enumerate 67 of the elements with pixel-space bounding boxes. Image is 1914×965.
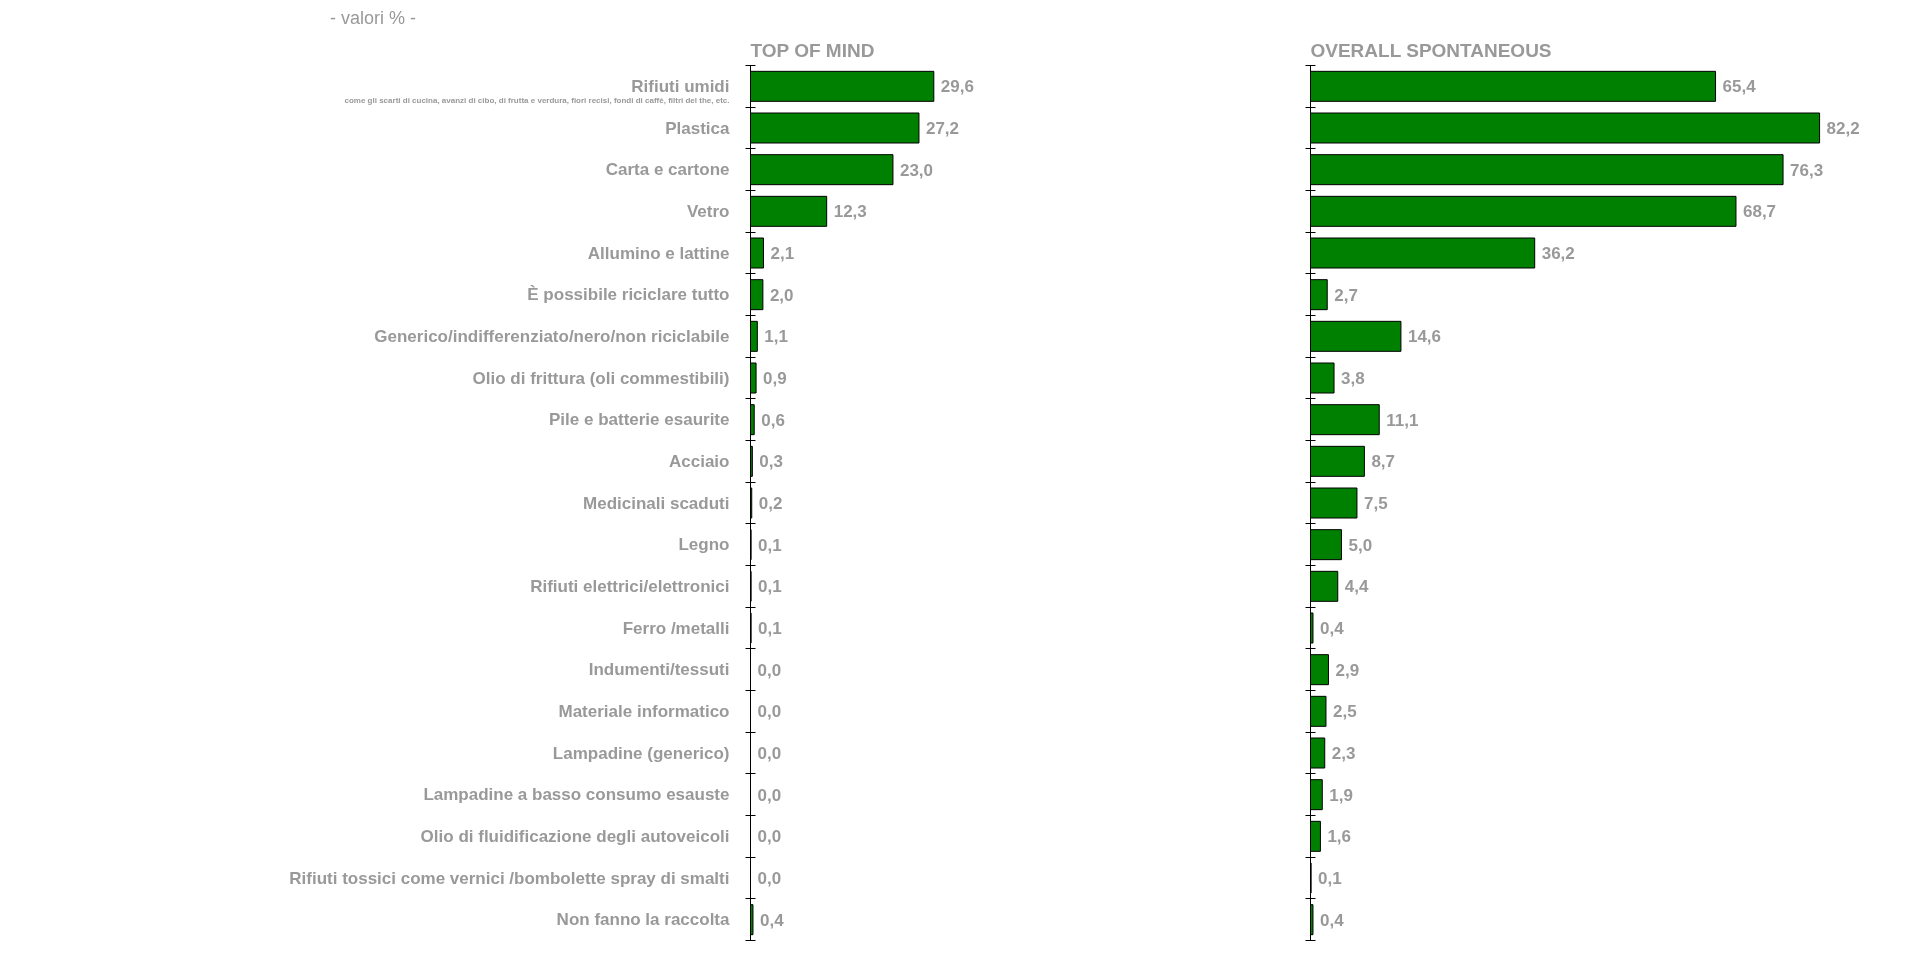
data-label: 0,0 — [757, 702, 782, 722]
y-tick-label: Plastica — [665, 118, 731, 138]
text: come gli scarti di cucina, avanzi di cibo, di frutta e verdura, fiori recisi, fondi di caffè, filtri del the, etc. — [344, 95, 730, 105]
y-tick-label: Allumino e lattine — [587, 243, 730, 263]
data-label: 2,3 — [1331, 744, 1356, 763]
data-label: 0,0 — [757, 660, 782, 680]
y-tick-label: Pile e batterie esaurite — [549, 410, 730, 430]
y-tick-label: Carta e cartone — [605, 160, 730, 180]
data-label: 1,1 — [764, 327, 788, 347]
data-label: 0,4 — [759, 910, 785, 930]
y-tick-label: Rifiuti elettrici/elettronici — [530, 576, 730, 596]
data-label: 29,6 — [940, 77, 974, 97]
data-label: 0,0 — [757, 827, 782, 847]
data-label: 76,3 — [1790, 160, 1824, 180]
y-tick-label: Materiale informatico — [558, 701, 730, 721]
chart-title: OVERALL SPONTANEOUS — [1310, 39, 1552, 61]
y-tick-label: Lampadine a basso consumo esauste — [423, 785, 730, 805]
y-tick-label: Ferro /metalli — [622, 618, 730, 638]
y-tick-label: Olio di frittura (oli commestibili) — [472, 368, 730, 388]
data-label: 2,9 — [1335, 660, 1360, 680]
y-tick-label: Medicinali scaduti — [583, 493, 730, 513]
data-label: 14,6 — [1407, 327, 1442, 347]
data-label: 4,4 — [1344, 577, 1369, 597]
data-label: 5,0 — [1348, 535, 1373, 555]
data-label: 3,8 — [1341, 369, 1365, 388]
data-label: 68,7 — [1742, 202, 1777, 222]
data-label: 0,3 — [759, 452, 783, 472]
y-tick-label: Generico/indifferenziato/nero/non riciclabile — [374, 326, 730, 346]
y-tick-label: Acciaio — [669, 451, 730, 471]
text: - valori % - — [330, 7, 417, 28]
data-label: 0,1 — [758, 619, 782, 638]
data-label: 0,1 — [1318, 869, 1342, 888]
chart-title: TOP OF MIND — [750, 39, 875, 61]
y-tick-label: Vetro — [686, 201, 730, 221]
data-label: 2,5 — [1332, 702, 1357, 722]
y-tick-label: Olio di fluidificazione degli autoveicoli — [420, 826, 730, 846]
y-tick-label: Lampadine (generico) — [552, 743, 730, 763]
data-label: 0,1 — [758, 535, 782, 555]
data-label: 65,4 — [1722, 77, 1757, 97]
data-label: 27,2 — [925, 119, 960, 138]
data-label: 2,0 — [769, 285, 794, 305]
data-label: 12,3 — [833, 202, 867, 222]
data-label: 7,5 — [1363, 494, 1388, 513]
data-label: 0,6 — [761, 410, 785, 430]
y-tick-label: Legno — [678, 535, 730, 555]
data-label: 0,0 — [757, 785, 782, 805]
data-label: 23,0 — [899, 160, 934, 180]
data-label: 2,7 — [1334, 285, 1358, 305]
data-label: 0,4 — [1319, 910, 1345, 930]
data-label: 2,1 — [770, 244, 795, 263]
y-tick-label: Indumenti/tessuti — [588, 660, 730, 680]
data-label: 0,0 — [757, 744, 782, 763]
data-label: 11,1 — [1386, 410, 1419, 430]
data-label: 0,1 — [758, 577, 782, 597]
data-label: 8,7 — [1371, 452, 1396, 472]
y-tick-label: Non fanno la raccolta — [556, 910, 731, 930]
data-label: 36,2 — [1541, 244, 1575, 263]
data-label: 0,2 — [758, 494, 783, 513]
data-label: 1,6 — [1327, 827, 1352, 847]
y-tick-label: Rifiuti umidi — [631, 76, 730, 96]
y-tick-label: È possibile riciclare tutto — [527, 285, 730, 305]
data-label: 0,0 — [757, 869, 782, 888]
data-label: 0,4 — [1319, 619, 1345, 638]
data-label: 0,9 — [763, 369, 787, 388]
data-label: 1,9 — [1329, 785, 1353, 805]
data-label: 82,2 — [1826, 119, 1860, 138]
y-tick-label: Rifiuti tossici come vernici /bombolette spray di smalti — [289, 868, 730, 888]
